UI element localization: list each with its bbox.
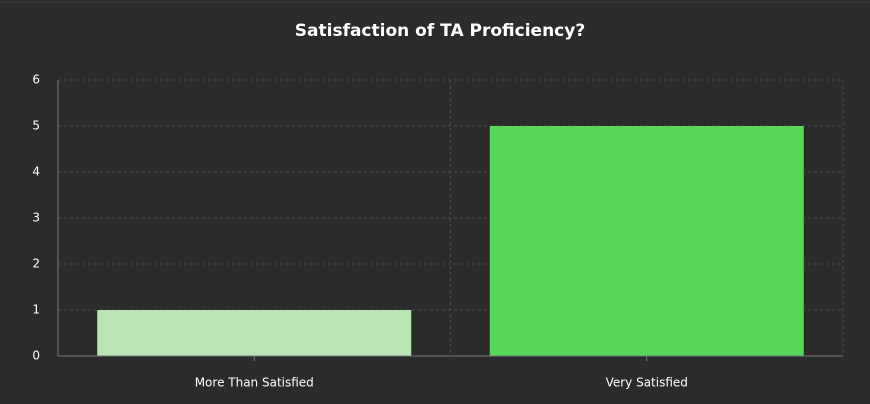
y-tick-label: 2 bbox=[32, 257, 40, 271]
y-tick-label: 1 bbox=[32, 303, 40, 317]
bar bbox=[489, 126, 804, 356]
y-tick-label: 0 bbox=[32, 349, 40, 363]
chart-title: Satisfaction of TA Proficiency? bbox=[295, 21, 585, 41]
y-tick-label: 4 bbox=[32, 165, 40, 179]
bar bbox=[97, 310, 412, 356]
y-tick-label: 6 bbox=[32, 73, 40, 87]
x-tick-label: More Than Satisfied bbox=[195, 376, 314, 390]
y-tick-label: 5 bbox=[32, 119, 40, 133]
y-tick-label: 3 bbox=[32, 211, 40, 225]
x-tick-label: Very Satisfied bbox=[606, 376, 688, 390]
